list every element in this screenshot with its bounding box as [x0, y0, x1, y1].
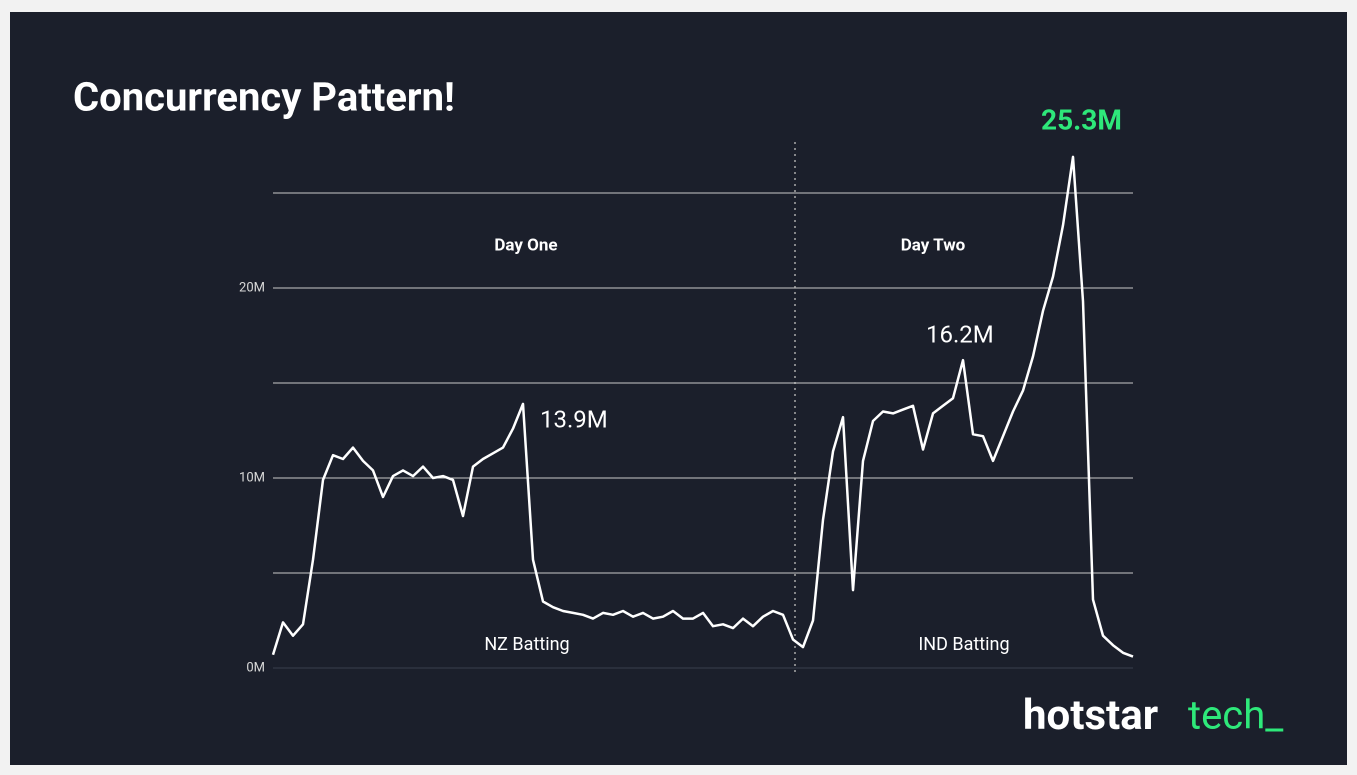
day-label: Day Two — [901, 235, 966, 255]
y-tick-label: 20M — [239, 280, 265, 295]
day-label: Day One — [494, 235, 557, 255]
y-tick-label: 0M — [246, 660, 265, 675]
innings-label: NZ Batting — [484, 634, 569, 655]
innings-label: IND Batting — [918, 634, 1009, 655]
peak-annotation: 13.9M — [540, 405, 608, 433]
concurrency-line — [271, 155, 1134, 658]
logo-brand: hotstar — [1023, 691, 1158, 740]
slide-title: Concurrency Pattern! — [73, 74, 455, 121]
y-tick-label: 10M — [239, 470, 265, 485]
peak-annotation: 25.3M — [1041, 103, 1122, 136]
peak-annotation: 16.2M — [926, 320, 994, 348]
panel — [10, 12, 1347, 765]
logo-suffix: tech_ — [1188, 692, 1283, 739]
